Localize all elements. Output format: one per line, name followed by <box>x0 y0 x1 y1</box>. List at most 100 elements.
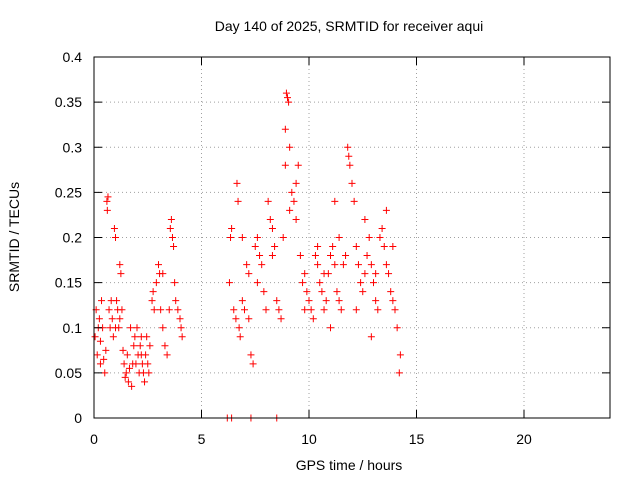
data-point <box>170 243 178 251</box>
data-point <box>333 288 341 296</box>
data-point <box>282 89 290 97</box>
data-point <box>352 306 360 314</box>
data-point <box>260 288 268 296</box>
data-point <box>118 306 126 314</box>
y-tick-label: 0.35 <box>55 94 82 110</box>
data-point <box>365 234 373 241</box>
data-points <box>91 89 404 422</box>
data-point <box>281 125 289 133</box>
data-point <box>256 252 264 260</box>
x-tick-labels: 0 5 10 15 20 <box>90 431 532 447</box>
data-point <box>327 324 334 332</box>
data-point <box>378 224 386 232</box>
data-point <box>372 297 380 305</box>
data-point <box>314 261 322 269</box>
data-point <box>110 224 118 232</box>
data-point <box>285 98 293 106</box>
data-point <box>279 234 287 241</box>
y-tick-label: 0.15 <box>55 275 82 291</box>
data-point <box>136 342 144 350</box>
data-point <box>307 306 315 314</box>
data-point <box>374 306 382 314</box>
data-point <box>286 206 294 214</box>
data-point <box>318 288 326 296</box>
grid <box>94 57 610 418</box>
data-point <box>286 143 294 151</box>
data-point <box>241 306 248 314</box>
data-point <box>316 279 324 287</box>
data-point <box>132 360 140 368</box>
data-point <box>168 234 176 241</box>
data-point <box>339 261 347 269</box>
data-point <box>234 197 242 205</box>
data-point <box>232 315 240 323</box>
data-point <box>166 224 174 232</box>
data-point <box>143 333 151 341</box>
data-point <box>116 315 124 323</box>
data-point <box>273 297 281 305</box>
data-point <box>277 315 285 323</box>
data-point <box>159 270 167 278</box>
data-point <box>130 342 138 350</box>
data-point <box>95 315 103 323</box>
data-point <box>335 234 343 241</box>
data-point <box>367 333 375 341</box>
data-point <box>157 306 165 314</box>
data-point <box>331 261 339 269</box>
data-point <box>258 261 266 269</box>
x-tick-label: 20 <box>516 431 532 447</box>
data-point <box>363 252 371 260</box>
data-point <box>391 306 399 314</box>
data-point <box>236 333 244 341</box>
data-point <box>159 324 167 332</box>
data-point <box>303 288 311 296</box>
data-point <box>228 224 236 232</box>
data-point <box>329 243 337 251</box>
data-point <box>233 179 241 187</box>
data-point <box>144 360 152 368</box>
data-point <box>389 243 397 251</box>
data-point <box>344 143 352 151</box>
y-tick-label: 0.4 <box>63 49 83 65</box>
y-tick-label: 0.05 <box>55 365 82 381</box>
data-point <box>225 279 233 287</box>
data-point <box>104 193 112 201</box>
data-point <box>112 234 119 241</box>
data-point <box>253 279 261 287</box>
data-point <box>112 324 119 332</box>
data-point <box>137 351 145 359</box>
data-point <box>385 270 393 278</box>
data-point <box>367 261 375 269</box>
data-point <box>141 378 149 386</box>
data-point <box>359 288 367 296</box>
data-point <box>96 360 104 368</box>
data-point <box>171 279 179 287</box>
y-tick-label: 0.2 <box>63 230 83 246</box>
data-point <box>395 369 403 377</box>
y-tick-label: 0.3 <box>63 139 83 155</box>
data-point <box>294 161 302 169</box>
data-point <box>245 315 253 323</box>
data-point <box>230 306 238 314</box>
data-point <box>337 306 345 314</box>
data-point <box>275 306 283 314</box>
data-point <box>389 297 397 305</box>
data-point <box>357 279 365 287</box>
data-point <box>361 215 369 223</box>
data-point <box>177 324 185 332</box>
data-point <box>102 346 110 354</box>
data-point <box>284 94 291 102</box>
data-point <box>125 364 133 372</box>
x-tick-label: 5 <box>198 431 206 447</box>
data-point <box>331 197 339 205</box>
data-point <box>91 333 99 341</box>
data-point <box>155 261 162 269</box>
data-point <box>251 243 259 251</box>
data-point <box>100 355 108 363</box>
data-point <box>345 152 353 160</box>
data-point <box>305 297 313 305</box>
data-point <box>152 279 160 287</box>
data-point <box>150 306 158 314</box>
data-point <box>350 197 358 205</box>
data-point <box>290 197 298 205</box>
